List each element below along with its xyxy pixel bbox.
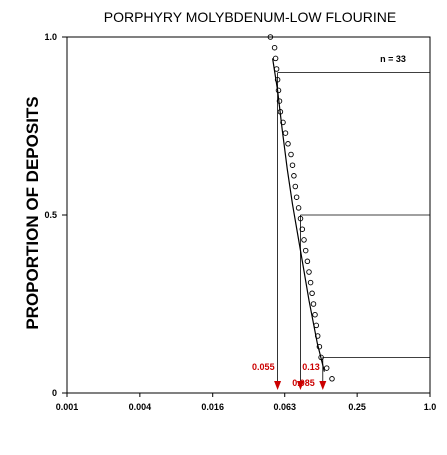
data-point	[318, 354, 324, 361]
data-point	[276, 98, 283, 104]
data-point	[329, 376, 335, 382]
data-point	[280, 119, 286, 126]
data-point	[323, 365, 330, 371]
y-tick-label: 0.5	[44, 210, 57, 220]
percentile-arrow	[296, 381, 304, 390]
data-point	[289, 162, 296, 168]
data-point	[310, 301, 317, 307]
x-tick-label: 0.25	[348, 402, 366, 412]
data-point	[304, 258, 311, 265]
data-point	[314, 333, 321, 339]
x-tick-label: 0.004	[129, 402, 152, 412]
x-tick-label: 0.063	[273, 402, 296, 412]
x-axis-ticks: 0.001 0.004 0.016 0.063 0.25 1.0	[56, 393, 437, 412]
percentile-lines: 0.055 0.085 0.13	[252, 72, 430, 390]
data-point	[273, 66, 280, 72]
data-point	[299, 226, 306, 232]
chart-title: PORPHYRY MOLYBDENUM-LOW FLOURINE	[104, 9, 397, 25]
data-point	[313, 322, 320, 329]
data-point	[271, 44, 278, 51]
sample-size-label: n = 33	[380, 54, 406, 64]
y-tick-label: 1.0	[44, 32, 57, 42]
percentile-value-label: 0.085	[292, 378, 315, 388]
x-tick-label: 1.0	[424, 402, 437, 412]
data-point	[312, 311, 318, 318]
data-point	[288, 151, 294, 158]
data-point	[285, 141, 291, 147]
percentile-value-label: 0.13	[302, 362, 320, 372]
data-point	[307, 279, 314, 286]
x-tick-label: 0.001	[56, 402, 79, 412]
data-point	[272, 55, 279, 62]
y-tick-label: 0	[52, 388, 57, 398]
data-point	[309, 290, 315, 297]
data-point	[275, 87, 282, 94]
data-point	[277, 109, 284, 115]
data-point	[274, 76, 281, 83]
data-point	[297, 215, 304, 222]
data-point	[295, 205, 302, 211]
y-axis-label: PROPORTION OF DEPOSITS	[23, 96, 42, 329]
data-point	[291, 173, 297, 179]
data-point	[306, 269, 312, 275]
data-point	[292, 183, 299, 190]
data-point	[267, 34, 274, 40]
data-points	[267, 34, 335, 382]
data-point	[293, 194, 300, 200]
data-point	[301, 237, 307, 243]
x-tick-label: 0.016	[201, 402, 224, 412]
percentile-arrow	[319, 381, 327, 390]
data-point	[282, 130, 289, 136]
data-point	[302, 247, 309, 254]
percentile-arrow	[274, 381, 282, 390]
data-point	[316, 343, 323, 350]
y-axis-ticks: 0 0.5 1.0	[44, 32, 67, 398]
percentile-value-label: 0.055	[252, 362, 275, 372]
